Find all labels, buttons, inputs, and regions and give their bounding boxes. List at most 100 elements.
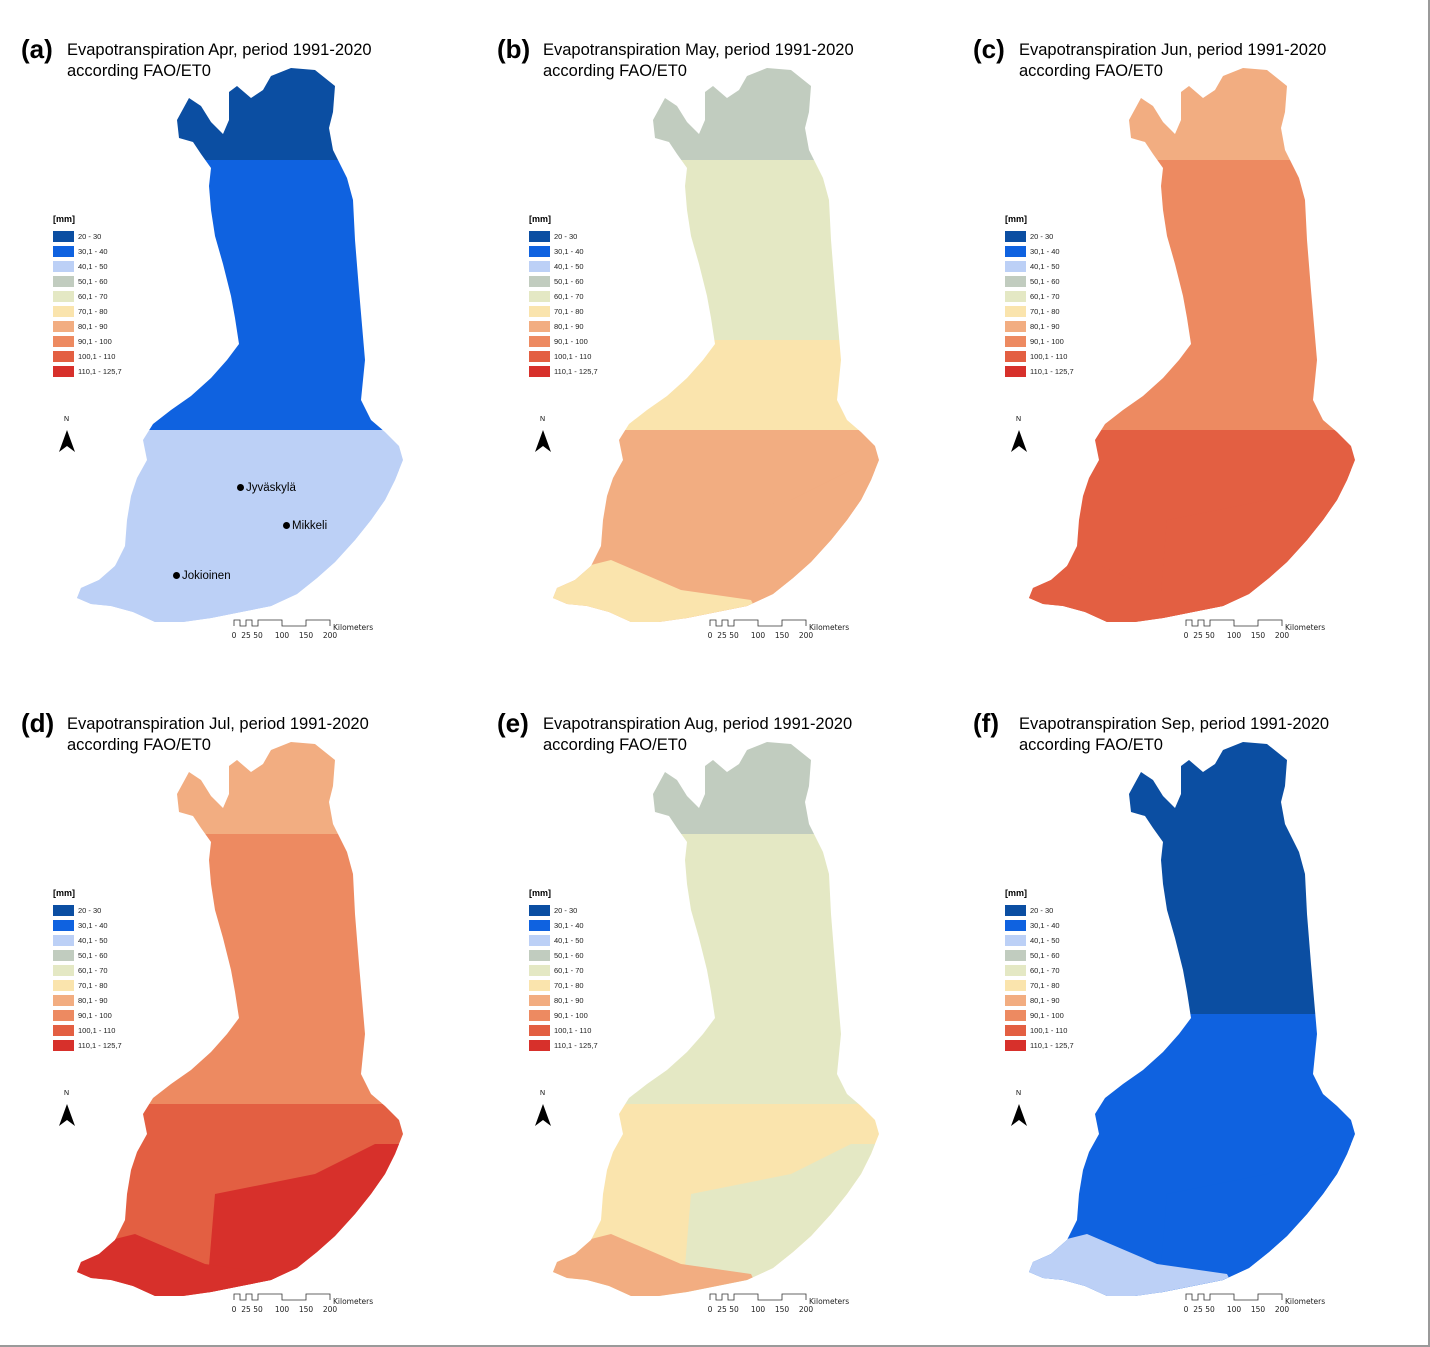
legend-swatch — [53, 1040, 74, 1051]
legend-swatch — [529, 336, 550, 347]
legend-swatch — [529, 306, 550, 317]
legend-label: 60,1 - 70 — [1030, 966, 1060, 975]
legend-item: 70,1 - 80 — [53, 978, 122, 993]
legend-label: 100,1 - 110 — [554, 1026, 592, 1035]
legend-item: 60,1 - 70 — [53, 289, 122, 304]
scale-tick-label: 0 — [1184, 1305, 1189, 1314]
legend-swatch — [53, 366, 74, 377]
map-zone-north — [553, 742, 879, 834]
legend-unit: [mm] — [53, 214, 75, 224]
legend-swatch — [529, 935, 550, 946]
scale-tick-label: 25 — [241, 631, 251, 640]
panel-title-line1: Evapotranspiration May, period 1991-2020 — [543, 41, 854, 59]
legend-swatch — [53, 965, 74, 976]
scale-tick-label: 150 — [299, 631, 314, 640]
scale-tick-label: 200 — [1275, 631, 1290, 640]
legend-item: 110,1 - 125,7 — [529, 364, 598, 379]
north-arrow-icon: N — [535, 416, 555, 456]
legend-swatch — [1005, 980, 1026, 991]
legend-item: 110,1 - 125,7 — [53, 364, 122, 379]
legend-label: 90,1 - 100 — [1030, 337, 1064, 346]
legend-label: 60,1 - 70 — [1030, 292, 1060, 301]
legend-swatch — [529, 965, 550, 976]
legend: [mm] 20 - 30 30,1 - 40 40,1 - 50 50,1 - 60 60… — [1005, 214, 1074, 379]
legend-unit: [mm] — [1005, 888, 1027, 898]
legend-label: 20 - 30 — [1030, 906, 1054, 915]
scale-tick-label: 100 — [275, 1305, 290, 1314]
legend-item: 80,1 - 90 — [53, 319, 122, 334]
legend-item: 40,1 - 50 — [53, 259, 122, 274]
legend: [mm] 20 - 30 30,1 - 40 40,1 - 50 50,1 - 60 60… — [529, 888, 598, 1053]
legend-swatch — [529, 246, 550, 257]
legend-item: 40,1 - 50 — [1005, 259, 1074, 274]
legend-label: 100,1 - 110 — [78, 352, 116, 361]
finland-map — [553, 742, 879, 1296]
legend-label: 80,1 - 90 — [1030, 996, 1060, 1005]
legend-label: 60,1 - 70 — [554, 292, 584, 301]
legend-label: 50,1 - 60 — [78, 277, 108, 286]
legend-label: 70,1 - 80 — [78, 981, 108, 990]
legend-item: 110,1 - 125,7 — [1005, 1038, 1074, 1053]
legend-swatch — [1005, 231, 1026, 242]
legend-label: 70,1 - 80 — [1030, 307, 1060, 316]
legend-item: 50,1 - 60 — [53, 948, 122, 963]
legend-unit: [mm] — [529, 888, 551, 898]
legend-swatch — [1005, 935, 1026, 946]
panel-letter: (e) — [497, 708, 529, 738]
panel-title: Evapotranspiration Aug, period 1991-2020… — [543, 714, 852, 756]
legend-swatch — [529, 995, 550, 1006]
legend-item: 100,1 - 110 — [1005, 349, 1074, 364]
legend-swatch — [53, 261, 74, 272]
legend-item: 70,1 - 80 — [53, 304, 122, 319]
legend-item: 80,1 - 90 — [53, 993, 122, 1008]
legend: [mm] 20 - 30 30,1 - 40 40,1 - 50 50,1 - 60 60… — [1005, 888, 1074, 1053]
scale-tick-label: 50 — [729, 1305, 739, 1314]
legend-item: 50,1 - 60 — [529, 274, 598, 289]
legend-item: 30,1 - 40 — [529, 244, 598, 259]
legend-swatch — [53, 291, 74, 302]
legend-swatch — [1005, 1040, 1026, 1051]
legend-item: 80,1 - 90 — [529, 319, 598, 334]
legend-item: 60,1 - 70 — [53, 963, 122, 978]
north-label: N — [1016, 1090, 1022, 1097]
scale-tick-label: 200 — [799, 1305, 814, 1314]
legend-item: 80,1 - 90 — [1005, 993, 1074, 1008]
panel-letter: (f) — [973, 708, 999, 738]
legend-swatch — [1005, 351, 1026, 362]
legend-unit: [mm] — [1005, 214, 1027, 224]
legend-label: 40,1 - 50 — [554, 936, 584, 945]
north-label: N — [540, 1090, 546, 1097]
map-zone-north — [77, 742, 403, 834]
scale-tick-label: 200 — [1275, 1305, 1290, 1314]
legend-label: 40,1 - 50 — [554, 262, 584, 271]
legend-swatch — [529, 1040, 550, 1051]
legend-label: 100,1 - 110 — [1030, 1026, 1068, 1035]
scale-tick-label: 100 — [1227, 1305, 1242, 1314]
legend-label: 110,1 - 125,7 — [1030, 367, 1074, 376]
legend-swatch — [1005, 995, 1026, 1006]
city-name: Jyväskylä — [246, 482, 296, 494]
legend-label: 70,1 - 80 — [78, 307, 108, 316]
city-dot-icon — [173, 572, 180, 580]
panel-title-line1: Evapotranspiration Jul, period 1991-2020 — [67, 715, 369, 733]
legend-label: 70,1 - 80 — [1030, 981, 1060, 990]
legend-item: 90,1 - 100 — [53, 334, 122, 349]
panel-title-line2: according FAO/ET0 — [67, 62, 211, 80]
legend-label: 30,1 - 40 — [554, 247, 584, 256]
map-zone-north — [1029, 742, 1355, 834]
legend-label: 30,1 - 40 — [78, 921, 108, 930]
legend-swatch — [53, 276, 74, 287]
scale-tick-label: 200 — [799, 631, 814, 640]
scale-tick-label: 150 — [775, 1305, 790, 1314]
north-arrow-icon: N — [59, 416, 79, 456]
legend-item: 60,1 - 70 — [529, 289, 598, 304]
legend-item: 70,1 - 80 — [1005, 304, 1074, 319]
legend-swatch — [53, 336, 74, 347]
legend-label: 80,1 - 90 — [554, 322, 584, 331]
legend-item: 50,1 - 60 — [529, 948, 598, 963]
north-label: N — [64, 1090, 70, 1097]
legend-label: 80,1 - 90 — [78, 322, 108, 331]
legend-item: 100,1 - 110 — [53, 1023, 122, 1038]
